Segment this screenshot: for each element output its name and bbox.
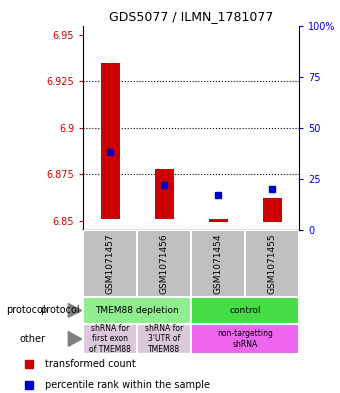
Text: protocol: protocol [6,305,46,316]
Text: TMEM88 depletion: TMEM88 depletion [96,306,179,315]
Text: transformed count: transformed count [45,359,135,369]
Text: shRNA for
first exon
of TMEM88: shRNA for first exon of TMEM88 [89,324,131,354]
Bar [245,230,299,297]
Bar [101,63,120,219]
Text: protocol: protocol [40,305,80,316]
Bar [191,230,245,297]
Bar [137,324,191,354]
Bar [155,169,174,219]
Text: non-targetting
shRNA: non-targetting shRNA [217,329,273,349]
Text: GSM1071457: GSM1071457 [106,233,115,294]
Polygon shape [68,303,82,318]
Text: control: control [230,306,261,315]
Bar [191,324,299,354]
Text: GSM1071456: GSM1071456 [160,233,169,294]
Polygon shape [68,332,82,346]
Bar [191,297,299,324]
Bar [263,198,282,222]
Text: percentile rank within the sample: percentile rank within the sample [45,380,209,390]
Title: GDS5077 / ILMN_1781077: GDS5077 / ILMN_1781077 [109,10,273,23]
Bar [83,297,191,324]
Bar [83,324,137,354]
Text: other: other [20,334,46,344]
Bar [137,230,191,297]
Bar [209,219,228,222]
Bar [83,230,137,297]
Text: shRNA for
3'UTR of
TMEM88: shRNA for 3'UTR of TMEM88 [145,324,183,354]
Text: GSM1071455: GSM1071455 [268,233,277,294]
Text: GSM1071454: GSM1071454 [214,233,223,294]
